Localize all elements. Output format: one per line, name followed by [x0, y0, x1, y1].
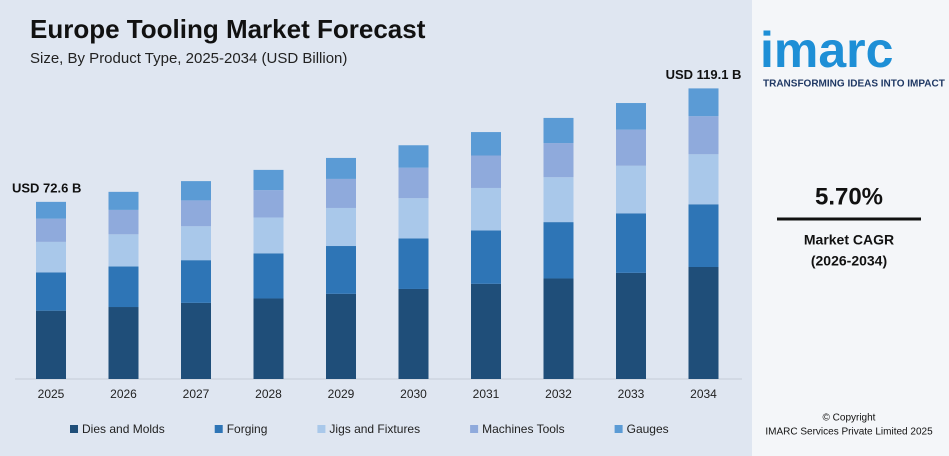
- bar-segment: [181, 200, 211, 227]
- bar-segment: [471, 155, 501, 188]
- bar-segment: [471, 283, 501, 379]
- bar-segment: [398, 288, 429, 379]
- bar-segment: [688, 88, 719, 117]
- bar-segment: [108, 191, 139, 210]
- bar-segment: [181, 260, 211, 303]
- bar-segment: [326, 157, 356, 179]
- cagr-period: (2026-2034): [811, 253, 887, 269]
- bar-segment: [471, 187, 501, 231]
- bar-segment: [688, 204, 719, 268]
- company: IMARC Services Private Limited 2025: [765, 427, 933, 438]
- legend-swatch: [317, 425, 326, 433]
- logo: imarc: [760, 22, 893, 78]
- legend-swatch: [614, 425, 623, 433]
- bar-segment: [181, 226, 211, 261]
- cagr-label: Market CAGR: [804, 232, 894, 248]
- legend-swatch: [470, 425, 479, 433]
- bar-segment: [398, 238, 429, 289]
- bar-segment: [616, 272, 646, 379]
- x-tick-label: 2031: [473, 387, 500, 401]
- bar-segment: [326, 246, 356, 294]
- chart-subtitle: Size, By Product Type, 2025-2034 (USD Bi…: [30, 50, 347, 67]
- x-tick-label: 2032: [545, 387, 572, 401]
- bar-segment: [36, 241, 66, 273]
- bar-segment: [253, 253, 284, 299]
- bar-segment: [36, 310, 66, 379]
- bar-segment: [543, 143, 574, 178]
- bar-segment: [253, 298, 284, 379]
- bar-segment: [398, 167, 429, 199]
- tagline: TRANSFORMING IDEAS INTO IMPACT: [763, 79, 945, 90]
- copyright: © Copyright: [823, 413, 876, 424]
- bar-segment: [688, 116, 719, 155]
- bar-segment: [326, 293, 356, 379]
- bar-segment: [543, 117, 574, 144]
- bar-segment: [688, 154, 719, 205]
- x-tick-label: 2028: [255, 387, 282, 401]
- bar-segment: [36, 272, 66, 311]
- legend-label: Jigs and Fixtures: [329, 422, 420, 436]
- bar-segment: [181, 302, 211, 379]
- bar-segment: [398, 198, 429, 239]
- x-tick-label: 2025: [38, 387, 65, 401]
- bar-segment: [616, 213, 646, 273]
- bar-segment: [616, 165, 646, 214]
- bar-segment: [326, 178, 356, 208]
- bar-segment: [108, 234, 139, 267]
- bar-segment: [616, 129, 646, 166]
- x-tick-label: 2026: [110, 387, 137, 401]
- cagr-value: 5.70%: [815, 183, 883, 210]
- bar-segment: [688, 267, 719, 379]
- x-tick-label: 2034: [690, 387, 717, 401]
- legend-label: Machines Tools: [482, 422, 565, 436]
- bar-segment: [36, 201, 66, 219]
- bar-segment: [253, 217, 284, 254]
- bar-segment: [36, 218, 66, 242]
- bar-segment: [108, 209, 139, 235]
- x-tick-label: 2030: [400, 387, 427, 401]
- bar-segment: [543, 278, 574, 379]
- bar-segment: [253, 190, 284, 218]
- legend-label: Dies and Molds: [82, 422, 165, 436]
- total-label: USD 119.1 B: [666, 67, 742, 82]
- bar-segment: [471, 132, 501, 156]
- bar-segment: [398, 145, 429, 168]
- chart-title: Europe Tooling Market Forecast: [30, 14, 426, 44]
- bar-segment: [108, 307, 139, 379]
- bar-segment: [181, 181, 211, 201]
- x-tick-label: 2029: [328, 387, 355, 401]
- legend-label: Gauges: [627, 422, 669, 436]
- bar-segment: [616, 103, 646, 130]
- legend-swatch: [214, 425, 223, 433]
- bar-segment: [543, 222, 574, 279]
- x-tick-label: 2027: [183, 387, 210, 401]
- legend-label: Forging: [227, 422, 268, 436]
- side-background: [752, 0, 949, 456]
- bar-segment: [471, 230, 501, 284]
- bar-segment: [326, 207, 356, 247]
- bar-segment: [253, 169, 284, 191]
- legend-swatch: [70, 425, 78, 433]
- bar-segment: [108, 266, 139, 308]
- bar-segment: [543, 177, 574, 223]
- total-label: USD 72.6 B: [12, 180, 81, 195]
- x-tick-label: 2033: [618, 387, 645, 401]
